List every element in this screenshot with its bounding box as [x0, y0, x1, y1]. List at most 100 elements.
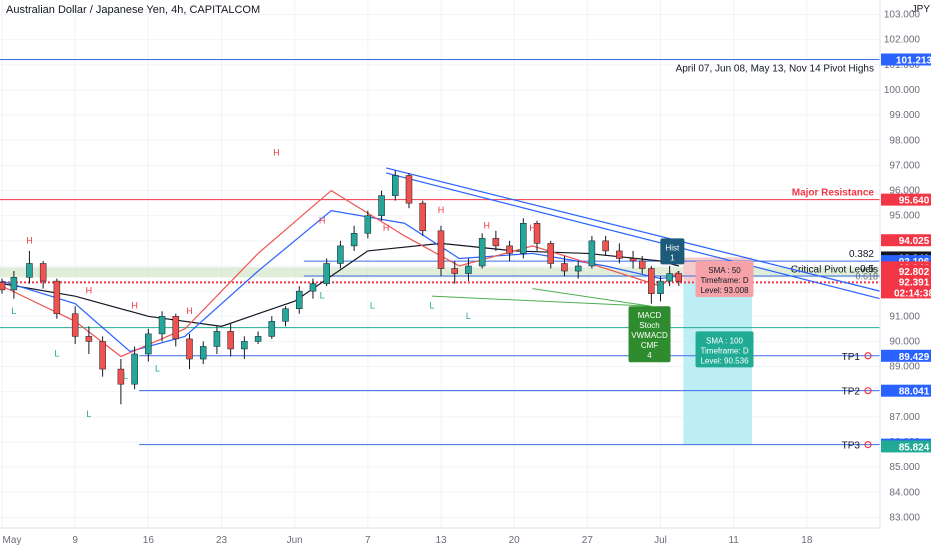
candle — [268, 321, 276, 337]
x-tick-label: 11 — [728, 535, 739, 546]
candle — [506, 245, 513, 254]
x-tick-label: 18 — [801, 535, 813, 546]
high-marker: H — [273, 147, 280, 157]
candle — [282, 308, 289, 322]
candle — [39, 263, 47, 282]
price-badge-text: 85.824 — [899, 442, 930, 453]
divergence-line — [532, 288, 652, 307]
x-tick-label: 23 — [216, 535, 228, 546]
sma50-callout-text: Timeframe: D — [700, 276, 748, 285]
low-marker: L — [86, 409, 91, 419]
high-marker: H — [131, 301, 138, 311]
y-tick-label: 91.000 — [889, 311, 920, 322]
candle — [392, 175, 399, 196]
low-marker: L — [466, 311, 471, 321]
y-tick-label: 103.000 — [884, 10, 921, 21]
candle — [533, 223, 541, 244]
y-tick-label: 84.000 — [889, 487, 920, 498]
x-tick-label: 9 — [72, 535, 78, 546]
price-badge — [881, 53, 931, 66]
price-badge-text: 88.041 — [899, 387, 930, 398]
divergence-line — [431, 295, 652, 307]
candle — [465, 265, 472, 274]
candle — [648, 268, 655, 294]
candle — [99, 341, 106, 370]
level-label: TP2 — [842, 387, 861, 398]
candle — [364, 215, 372, 234]
candle — [520, 223, 527, 254]
price-badge — [881, 234, 931, 247]
hist-callout-text: 1 — [670, 253, 675, 262]
price-badge-text: 101.213 — [896, 56, 932, 67]
y-tick-label: 85.000 — [889, 462, 920, 473]
price-badge — [881, 275, 931, 288]
candle — [131, 353, 138, 385]
price-badge — [881, 384, 931, 397]
candle — [0, 282, 6, 291]
y-tick-label: 100.000 — [884, 85, 921, 96]
low-marker: L — [429, 301, 434, 311]
target-icon — [864, 387, 872, 395]
y-tick-label: 90.000 — [889, 336, 920, 347]
currency-label: JPY — [912, 4, 931, 15]
target-icon — [864, 441, 872, 449]
pivot-zone — [0, 267, 880, 278]
low-marker: L — [54, 349, 59, 359]
x-tick-label: Jun — [287, 535, 303, 546]
candle — [85, 336, 93, 342]
candle — [241, 341, 248, 350]
macd-callout-text: VWMACD — [631, 331, 668, 340]
y-tick-label: 98.000 — [889, 135, 920, 146]
candle — [145, 333, 152, 355]
price-badge — [881, 193, 931, 206]
chart-title: Australian Dollar / Japanese Yen, 4h, CA… — [6, 4, 261, 16]
candle — [405, 175, 413, 204]
x-tick-label: 27 — [582, 535, 594, 546]
candle — [254, 336, 262, 342]
hist-callout-text: Hist — [665, 243, 680, 252]
low-marker: L — [155, 364, 160, 374]
candle — [602, 240, 609, 252]
y-tick-label: 96.000 — [889, 186, 920, 197]
high-marker: H — [186, 306, 193, 316]
candle — [478, 238, 486, 267]
candle — [227, 331, 234, 350]
price-badge — [881, 349, 931, 362]
sma-50-line — [1, 242, 679, 327]
candle — [629, 258, 637, 262]
candle — [213, 331, 221, 347]
level-label: TP3 — [842, 441, 861, 452]
sma50-callout-text: Level: 93.008 — [700, 286, 749, 295]
sma50-callout-text: SMA : 50 — [708, 266, 741, 275]
y-tick-label: 102.000 — [884, 35, 921, 46]
candle — [675, 273, 683, 282]
price-badge-text: 92.802 — [899, 267, 930, 278]
target-icon — [864, 352, 872, 360]
candle — [657, 280, 664, 294]
sma100-callout-text: SMA : 100 — [706, 336, 743, 345]
y-tick-label: 87.000 — [889, 412, 920, 423]
time-axis-bg — [0, 528, 932, 550]
candle — [172, 316, 180, 340]
candle — [10, 277, 18, 291]
price-badge-text: 95.640 — [899, 196, 930, 207]
high-marker: H — [438, 205, 445, 215]
candle — [53, 280, 61, 315]
low-marker: L — [11, 306, 16, 316]
high-marker: H — [86, 286, 93, 296]
candle — [547, 243, 554, 264]
candle — [561, 263, 568, 272]
candle — [616, 250, 623, 259]
candle — [117, 368, 125, 385]
y-tick-label: 89.000 — [889, 362, 920, 373]
x-tick-label: 13 — [435, 535, 447, 546]
level-label: 0.5 — [860, 264, 874, 275]
candle — [186, 338, 193, 360]
macd-callout-text: 4 — [647, 351, 652, 360]
candle — [451, 268, 458, 274]
macd-callout — [628, 306, 671, 363]
candle — [666, 273, 673, 282]
candle — [588, 240, 596, 267]
x-tick-label: 20 — [509, 535, 521, 546]
